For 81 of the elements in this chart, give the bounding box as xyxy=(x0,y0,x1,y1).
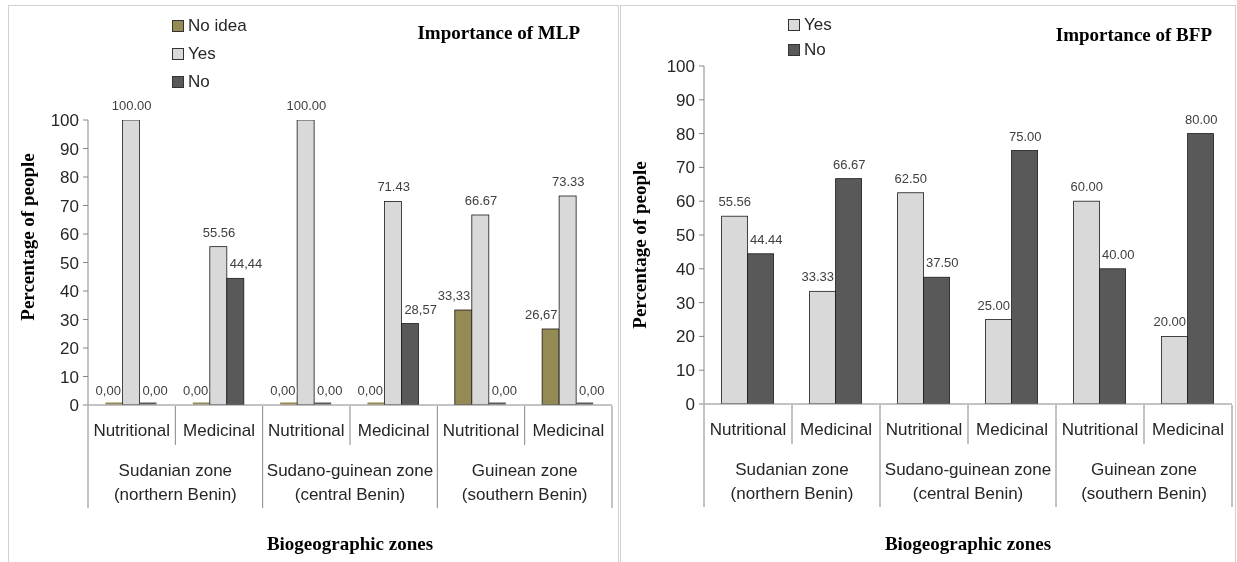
data-label: 25.00 xyxy=(977,297,1010,313)
x-tick-label: Nutritional xyxy=(1061,419,1139,439)
x-tick-label: Nutritional xyxy=(885,419,963,439)
data-label: 28,57 xyxy=(404,301,437,317)
data-label: 44,44 xyxy=(229,256,263,272)
x-tick-label: Medicinal xyxy=(976,419,1048,439)
data-label: 20.00 xyxy=(1153,314,1186,330)
legend-label: Yes xyxy=(188,44,216,64)
data-label: 55.56 xyxy=(718,194,752,210)
data-label: 62.50 xyxy=(894,170,928,186)
data-label: 73.33 xyxy=(552,174,585,190)
x-axis-title: Biogeographic zones xyxy=(266,533,434,555)
x-tick-label: Medicinal xyxy=(1152,419,1224,439)
y-tick-label: 40 xyxy=(676,259,695,279)
y-tick-label: 60 xyxy=(676,192,695,212)
y-tick-label: 30 xyxy=(676,293,695,313)
data-label: 75.00 xyxy=(1008,128,1042,144)
y-tick-label: 40 xyxy=(60,282,79,302)
data-label: 0,00 xyxy=(491,383,518,398)
y-tick-label: 90 xyxy=(60,139,79,159)
data-label: 0,00 xyxy=(182,383,209,398)
y-tick-label: 30 xyxy=(60,310,79,330)
y-tick-label: 80 xyxy=(60,168,79,188)
x-tick-label: Medicinal xyxy=(357,420,430,440)
x-axis-title: Biogeographic zones xyxy=(884,533,1052,555)
data-label: 100.00 xyxy=(111,98,152,113)
text: Sudanian zone (northern Benin) xyxy=(113,460,237,504)
y-tick-label: 0 xyxy=(685,395,695,415)
data-label: 80.00 xyxy=(1184,111,1218,127)
x-tick-label: Nutritional xyxy=(268,420,345,440)
x-tick-label: Nutritional xyxy=(709,419,787,439)
data-label: 0,00 xyxy=(142,383,168,398)
x-tick-label: Medicinal xyxy=(532,420,605,440)
legend-label: Yes xyxy=(804,14,832,35)
y-tick-label: 50 xyxy=(60,253,79,273)
data-label: 71.43 xyxy=(377,179,410,195)
text: Sudano-guinean zone (central Benin) xyxy=(266,460,434,504)
chart-title: Importance of MLP xyxy=(417,22,580,44)
data-label: 37.50 xyxy=(926,255,959,271)
y-tick-label: 10 xyxy=(60,367,79,387)
data-label: 55.56 xyxy=(202,224,236,240)
data-label: 26,67 xyxy=(525,306,558,322)
y-tick-label: 90 xyxy=(676,90,695,110)
data-label: 0,00 xyxy=(317,383,343,398)
x-tick-label: Nutritional xyxy=(442,420,520,440)
y-tick-label: 70 xyxy=(676,158,695,178)
y-axis-title: Percentage of people xyxy=(17,153,39,321)
y-tick-label: 100 xyxy=(50,111,79,131)
text: Sudanian zone (northern Benin) xyxy=(730,459,854,503)
text: Guinean zone (southern Benin) xyxy=(1081,459,1207,503)
data-label: 0,00 xyxy=(357,383,383,398)
data-label: 66.67 xyxy=(464,192,498,208)
data-label: 40.00 xyxy=(1102,246,1135,262)
data-label: 44.44 xyxy=(750,231,783,247)
text: Sudano-guinean zone (central Benin) xyxy=(884,459,1052,503)
y-tick-label: 10 xyxy=(676,361,695,381)
data-label: 60.00 xyxy=(1070,179,1104,195)
y-tick-label: 20 xyxy=(676,327,695,347)
y-tick-label: 0 xyxy=(69,396,79,416)
y-tick-label: 70 xyxy=(60,196,79,216)
chart-title: Importance of BFP xyxy=(1055,24,1212,46)
data-label: 0,00 xyxy=(579,383,605,398)
data-label: 0,00 xyxy=(270,383,296,398)
y-tick-label: 50 xyxy=(676,226,695,246)
data-label: 100.00 xyxy=(286,98,327,113)
y-tick-label: 80 xyxy=(676,124,695,144)
text: Guinean zone (southern Benin) xyxy=(461,460,588,504)
legend-label: No xyxy=(804,39,826,60)
y-axis-title: Percentage of people xyxy=(629,161,651,329)
x-tick-label: Nutritional xyxy=(93,420,170,440)
y-tick-label: 20 xyxy=(60,339,79,359)
legend-label: No xyxy=(188,72,210,92)
data-label: 33.33 xyxy=(801,269,834,285)
y-tick-label: 60 xyxy=(60,225,79,245)
y-tick-label: 100 xyxy=(666,57,695,77)
data-label: 66.67 xyxy=(832,156,866,172)
x-tick-label: Medicinal xyxy=(800,419,872,439)
data-label: 0,00 xyxy=(95,383,121,398)
legend-label: No idea xyxy=(188,16,247,36)
data-label: 33,33 xyxy=(437,288,471,304)
x-tick-label: Medicinal xyxy=(183,420,255,440)
